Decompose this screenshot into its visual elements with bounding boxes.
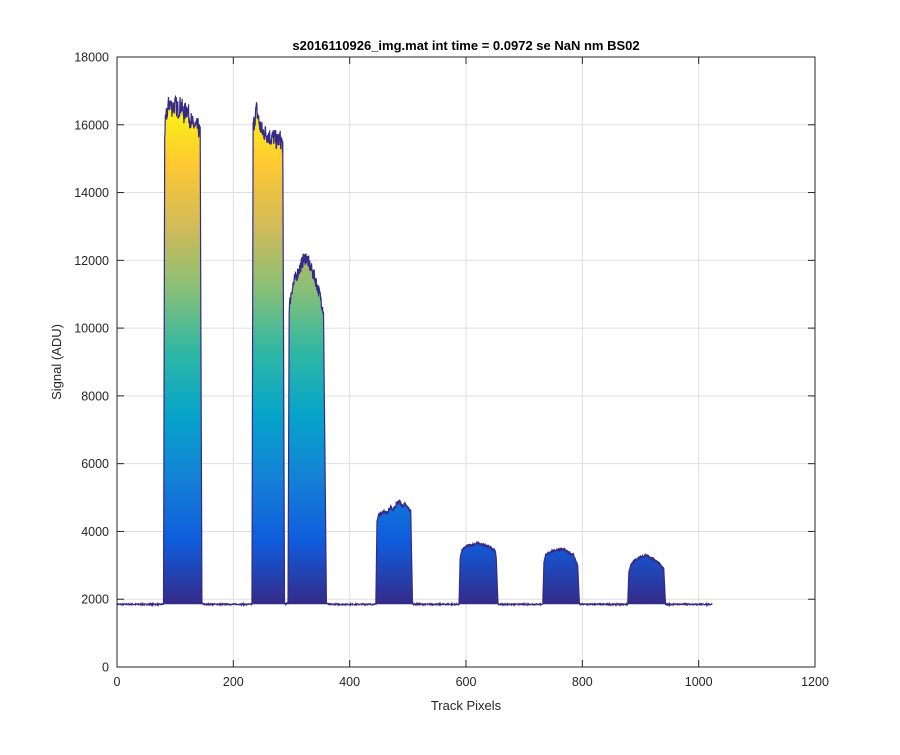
x-tick-label: 200 <box>223 675 244 689</box>
y-tick-label: 8000 <box>81 389 109 403</box>
y-tick-label: 10000 <box>74 322 109 336</box>
x-tick-label: 400 <box>339 675 360 689</box>
chart-title: s2016110926_img.mat int time = 0.0972 se… <box>292 38 639 53</box>
x-tick-label: 1000 <box>685 675 713 689</box>
signal-area <box>117 96 713 605</box>
x-tick-label: 0 <box>114 675 121 689</box>
x-axis-title: Track Pixels <box>431 698 502 713</box>
y-tick-label: 16000 <box>74 118 109 132</box>
grid <box>117 57 815 667</box>
x-tick-label: 800 <box>572 675 593 689</box>
y-tick-label: 0 <box>102 661 109 675</box>
signal-line <box>116 94 713 608</box>
y-tick-label: 12000 <box>74 254 109 268</box>
x-tick-label: 600 <box>456 675 477 689</box>
y-tick-label: 4000 <box>81 525 109 539</box>
x-axis: 0 200 400 600 800 1000 1200 <box>114 57 829 689</box>
y-axis: 0 2000 4000 6000 8000 10000 12000 14000 16000 180… <box>74 51 815 675</box>
y-tick-label: 14000 <box>74 186 109 200</box>
y-tick-label: 6000 <box>81 457 109 471</box>
y-tick-label: 2000 <box>81 593 109 607</box>
x-tick-label: 1200 <box>801 675 829 689</box>
y-tick-label: 18000 <box>74 51 109 65</box>
y-axis-title: Signal (ADU) <box>49 324 64 400</box>
